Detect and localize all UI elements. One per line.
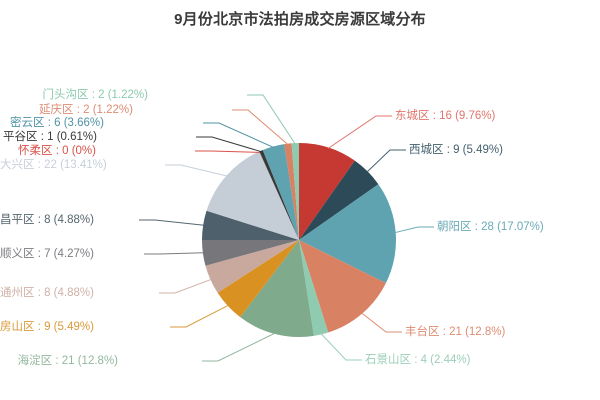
- leader-line: [165, 164, 228, 177]
- leader-line: [196, 136, 262, 153]
- leader-line: [139, 219, 205, 226]
- leader-line: [327, 115, 392, 149]
- pie-slice-label: 朝阳区 : 28 (17.07%): [437, 221, 544, 233]
- pie-slice-label: 顺义区 : 7 (4.27%): [0, 248, 94, 260]
- pie-slice-label: 西城区 : 9 (5.49%): [409, 144, 503, 156]
- leader-line: [170, 304, 229, 328]
- pie-slice[interactable]: [299, 160, 379, 240]
- leader-line: [232, 109, 289, 145]
- chart-title: 9月份北京市法拍房成交房源区域分布: [174, 11, 426, 28]
- pie-slice[interactable]: [240, 240, 314, 337]
- pie-slice-label: 东城区 : 16 (9.76%): [395, 110, 496, 122]
- leader-line: [394, 226, 434, 234]
- leader-lines-group: [139, 94, 434, 362]
- leader-line: [202, 332, 276, 362]
- pie-slice[interactable]: [291, 143, 299, 240]
- pie-slice-label: 昌平区 : 8 (4.88%): [0, 214, 94, 226]
- pie-slice[interactable]: [217, 240, 299, 318]
- pie-slice[interactable]: [259, 150, 299, 240]
- pie-slice-label: 海淀区 : 21 (12.8%): [17, 355, 118, 367]
- pie-slice[interactable]: [284, 143, 299, 240]
- pie-slice[interactable]: [202, 240, 299, 266]
- pie-slices-group: [202, 143, 396, 337]
- pie-slice[interactable]: [202, 210, 299, 240]
- pie-slice[interactable]: [299, 240, 329, 336]
- pie-slice-label: 丰台区 : 21 (12.8%): [405, 326, 506, 338]
- pie-slice[interactable]: [206, 151, 299, 240]
- pie-slice-label: 大兴区 : 22 (13.41%): [0, 159, 107, 171]
- pie-slice-label: 通州区 : 8 (4.88%): [0, 287, 94, 299]
- pie-slice-label: 门头沟区 : 2 (1.22%): [42, 89, 148, 101]
- leader-line: [247, 94, 296, 145]
- pie-slice-label: 密云区 : 6 (3.66%): [10, 117, 104, 129]
- pie-slice[interactable]: [262, 144, 299, 240]
- pie-slice[interactable]: [299, 184, 396, 284]
- leader-line: [144, 252, 204, 255]
- leader-line: [159, 278, 212, 294]
- pie-slice-label: 延庆区 : 2 (1.22%): [39, 104, 133, 116]
- leader-line: [195, 150, 260, 153]
- pie-slice-label: 房山区 : 9 (5.49%): [0, 321, 94, 333]
- leader-line: [366, 149, 406, 173]
- leader-line: [320, 333, 362, 361]
- pie-slice-label: 石景山区 : 4 (2.44%): [365, 354, 471, 366]
- leader-line: [361, 312, 402, 333]
- pie-slice[interactable]: [299, 240, 386, 333]
- pie-slice[interactable]: [205, 240, 299, 293]
- pie-slice[interactable]: [299, 143, 355, 240]
- pie-slice-label: 平谷区 : 1 (0.61%): [3, 131, 97, 143]
- pie-slice-label: 怀柔区 : 0 (0%): [18, 145, 96, 157]
- leader-line: [203, 122, 274, 148]
